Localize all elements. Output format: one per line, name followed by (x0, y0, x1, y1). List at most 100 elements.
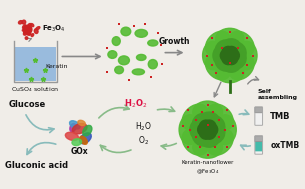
Ellipse shape (200, 120, 210, 129)
Ellipse shape (31, 34, 34, 36)
Ellipse shape (112, 37, 120, 46)
Ellipse shape (148, 40, 158, 46)
FancyBboxPatch shape (15, 47, 56, 81)
Ellipse shape (132, 69, 145, 75)
Ellipse shape (22, 20, 26, 24)
Ellipse shape (210, 116, 225, 134)
Ellipse shape (27, 32, 30, 35)
Ellipse shape (206, 55, 231, 80)
Ellipse shape (27, 32, 30, 35)
Ellipse shape (203, 41, 224, 70)
Ellipse shape (232, 52, 246, 68)
Ellipse shape (216, 62, 244, 83)
FancyBboxPatch shape (255, 141, 262, 151)
Ellipse shape (220, 50, 228, 60)
Ellipse shape (70, 121, 80, 129)
Text: GOx: GOx (71, 147, 88, 156)
Ellipse shape (228, 57, 238, 65)
Ellipse shape (213, 47, 226, 64)
Circle shape (23, 25, 32, 34)
Text: CuSO$_4$ solution: CuSO$_4$ solution (11, 85, 59, 94)
Ellipse shape (28, 33, 31, 35)
Ellipse shape (28, 24, 31, 27)
Ellipse shape (121, 27, 131, 36)
Ellipse shape (27, 25, 31, 29)
FancyBboxPatch shape (255, 150, 262, 154)
Ellipse shape (24, 30, 27, 33)
Ellipse shape (210, 124, 218, 135)
FancyBboxPatch shape (255, 112, 262, 125)
Text: Keratin: Keratin (45, 64, 67, 69)
Ellipse shape (22, 29, 27, 31)
Ellipse shape (148, 60, 157, 69)
Ellipse shape (190, 121, 204, 139)
Ellipse shape (136, 54, 146, 60)
Ellipse shape (23, 32, 27, 35)
Ellipse shape (25, 37, 28, 39)
Ellipse shape (135, 29, 147, 37)
Ellipse shape (228, 46, 238, 55)
Ellipse shape (29, 29, 31, 32)
Ellipse shape (206, 120, 216, 129)
Ellipse shape (201, 133, 219, 147)
Ellipse shape (215, 56, 231, 71)
Text: O$_2$: O$_2$ (138, 134, 149, 147)
Ellipse shape (206, 131, 216, 139)
Ellipse shape (65, 132, 78, 140)
Ellipse shape (115, 66, 124, 74)
Ellipse shape (207, 104, 233, 130)
Ellipse shape (229, 31, 254, 56)
Ellipse shape (83, 125, 92, 136)
Circle shape (225, 51, 235, 60)
Ellipse shape (192, 113, 209, 129)
Ellipse shape (118, 56, 129, 65)
Ellipse shape (182, 104, 208, 130)
Ellipse shape (198, 124, 206, 135)
FancyBboxPatch shape (255, 136, 263, 142)
Ellipse shape (34, 29, 38, 33)
Ellipse shape (23, 25, 26, 29)
Ellipse shape (222, 46, 231, 55)
Ellipse shape (72, 123, 87, 134)
Ellipse shape (36, 27, 40, 30)
Ellipse shape (72, 139, 81, 146)
Ellipse shape (236, 41, 257, 70)
Ellipse shape (30, 24, 34, 27)
Text: TMB: TMB (270, 112, 291, 121)
Ellipse shape (70, 124, 76, 132)
Text: Self
assembling: Self assembling (258, 89, 298, 100)
Ellipse shape (224, 59, 241, 72)
FancyBboxPatch shape (255, 107, 263, 113)
Ellipse shape (206, 31, 231, 56)
Text: H$_2$O$_2$: H$_2$O$_2$ (124, 98, 147, 110)
Text: Glucose: Glucose (9, 100, 46, 108)
Ellipse shape (182, 129, 208, 155)
Text: Gluconic acid: Gluconic acid (5, 161, 68, 170)
Ellipse shape (222, 57, 231, 65)
Ellipse shape (192, 130, 209, 146)
Ellipse shape (193, 101, 223, 123)
Text: Fe$_3$O$_4$: Fe$_3$O$_4$ (42, 23, 66, 34)
Ellipse shape (214, 115, 236, 145)
Ellipse shape (23, 30, 26, 34)
Ellipse shape (108, 51, 117, 58)
Ellipse shape (78, 120, 85, 125)
Text: oxTMB: oxTMB (270, 141, 300, 149)
Ellipse shape (201, 112, 219, 126)
Ellipse shape (80, 136, 87, 144)
Ellipse shape (224, 39, 241, 52)
Circle shape (203, 125, 213, 135)
Ellipse shape (232, 50, 239, 60)
Text: @Fe$_3$O$_4$: @Fe$_3$O$_4$ (196, 167, 219, 176)
Ellipse shape (229, 55, 254, 80)
Ellipse shape (193, 136, 223, 158)
Ellipse shape (207, 129, 233, 155)
Ellipse shape (232, 43, 246, 59)
Ellipse shape (179, 115, 201, 145)
Text: Keratin-nanoflower: Keratin-nanoflower (181, 160, 234, 165)
Text: Growth: Growth (158, 37, 190, 46)
Ellipse shape (216, 28, 244, 49)
Text: H$_2$O: H$_2$O (135, 121, 152, 133)
Ellipse shape (19, 21, 23, 24)
Ellipse shape (200, 131, 210, 139)
